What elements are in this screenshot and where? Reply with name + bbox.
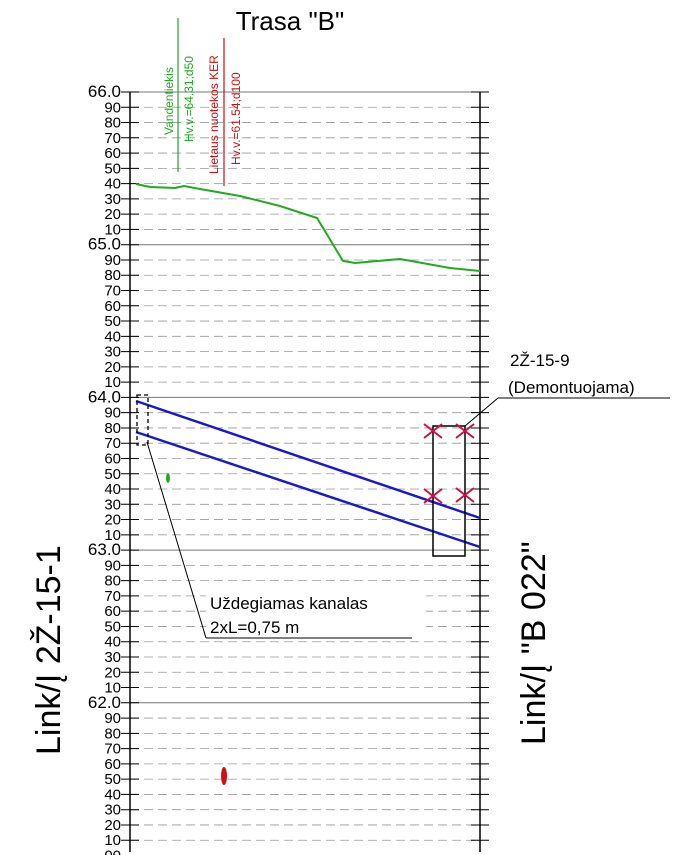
elevation-label: 60 xyxy=(104,603,121,620)
water-main-spec: Hv.v.=64.31;d50 xyxy=(182,56,196,142)
elevation-label: 30 xyxy=(104,649,121,666)
elevation-label: 90 xyxy=(104,252,121,269)
elevation-label: 20 xyxy=(104,664,121,681)
elevation-label: 10 xyxy=(104,680,121,697)
elevation-label: 50 xyxy=(104,160,121,177)
elevation-label: 10 xyxy=(104,221,121,238)
storm-sewer-spec: Hv.v.=61.54;d100 xyxy=(229,72,243,165)
removal-cross-3 xyxy=(423,488,443,504)
elevation-label: 10 xyxy=(104,374,121,391)
structure-leader-line xyxy=(464,397,499,427)
channel-leader-line xyxy=(146,441,207,639)
elevation-label: 80 xyxy=(104,115,121,132)
storm-sewer-name: Lietaus nuotekos KER xyxy=(207,55,221,174)
elevation-label: 90 xyxy=(104,405,121,422)
page-title: Trasa "B" xyxy=(236,6,345,36)
elevation-label: 20 xyxy=(104,359,121,376)
elevation-grid xyxy=(121,91,489,841)
pipe-upper xyxy=(135,399,481,520)
elevation-label: 20 xyxy=(104,206,121,223)
elevation-label: 60 xyxy=(104,145,121,162)
left-direction-label: Link/Į 2Ž-15-1 xyxy=(30,545,68,755)
elevation-label: 70 xyxy=(104,283,121,300)
elevation-label: 00 xyxy=(104,848,121,855)
elevation-label: 60 xyxy=(104,450,121,467)
channel-outline xyxy=(136,394,149,446)
structure-note-id: 2Ž-15-9 xyxy=(510,351,570,370)
elevation-label: 90 xyxy=(104,557,121,574)
elevation-label: 62.0 xyxy=(88,693,121,712)
channel-note-background xyxy=(206,590,426,636)
elevation-label: 80 xyxy=(104,573,121,590)
elevation-label: 66.0 xyxy=(88,82,121,101)
right-direction-label: Link/Į "B 022" xyxy=(515,541,553,745)
water-main-crossing-marker xyxy=(166,473,170,483)
elevation-label: 80 xyxy=(104,420,121,437)
elevation-label: 90 xyxy=(104,99,121,116)
elevation-label: 70 xyxy=(104,130,121,147)
pipe-lower xyxy=(135,430,481,549)
removal-cross-1 xyxy=(423,423,443,439)
elevation-label: 90 xyxy=(104,710,121,727)
elevation-label: 10 xyxy=(104,832,121,849)
elevation-label: 10 xyxy=(104,527,121,544)
elevation-label: 30 xyxy=(104,191,121,208)
storm-sewer-crossing-marker xyxy=(221,767,227,785)
ground-surface-line xyxy=(135,183,481,272)
structure-box xyxy=(432,425,466,557)
elevation-label: 64.0 xyxy=(88,387,121,406)
elevation-label: 60 xyxy=(104,298,121,315)
elevation-label: 40 xyxy=(104,786,121,803)
elevation-label: 40 xyxy=(104,176,121,193)
removal-cross-4 xyxy=(455,487,475,503)
elevation-label: 40 xyxy=(104,634,121,651)
removal-cross-2 xyxy=(455,423,475,439)
elevation-label: 70 xyxy=(104,741,121,758)
channel-note-size: 2xL=0,75 m xyxy=(210,618,299,637)
channel-note-title: Uždegiamas kanalas xyxy=(210,594,368,613)
elevation-label: 40 xyxy=(104,328,121,345)
elevation-label: 70 xyxy=(104,588,121,605)
elevation-label: 30 xyxy=(104,344,121,361)
elevation-label: 30 xyxy=(104,496,121,513)
elevation-label: 80 xyxy=(104,725,121,742)
water-main-name: Vandentiekis xyxy=(162,67,176,135)
elevation-label: 20 xyxy=(104,817,121,834)
structure-note-status: (Demontuojama) xyxy=(508,378,635,397)
elevation-label: 40 xyxy=(104,481,121,498)
elevation-label: 50 xyxy=(104,466,121,483)
elevation-tick-labels: 66.090807060504030201065.090807060504030… xyxy=(88,82,121,855)
elevation-label: 50 xyxy=(104,618,121,635)
elevation-label: 30 xyxy=(104,802,121,819)
elevation-label: 70 xyxy=(104,435,121,452)
elevation-label: 50 xyxy=(104,313,121,330)
elevation-label: 60 xyxy=(104,756,121,773)
elevation-label: 50 xyxy=(104,771,121,788)
elevation-label: 80 xyxy=(104,267,121,284)
elevation-label: 20 xyxy=(104,512,121,529)
elevation-label: 63.0 xyxy=(88,540,121,559)
elevation-label: 65.0 xyxy=(88,235,121,254)
